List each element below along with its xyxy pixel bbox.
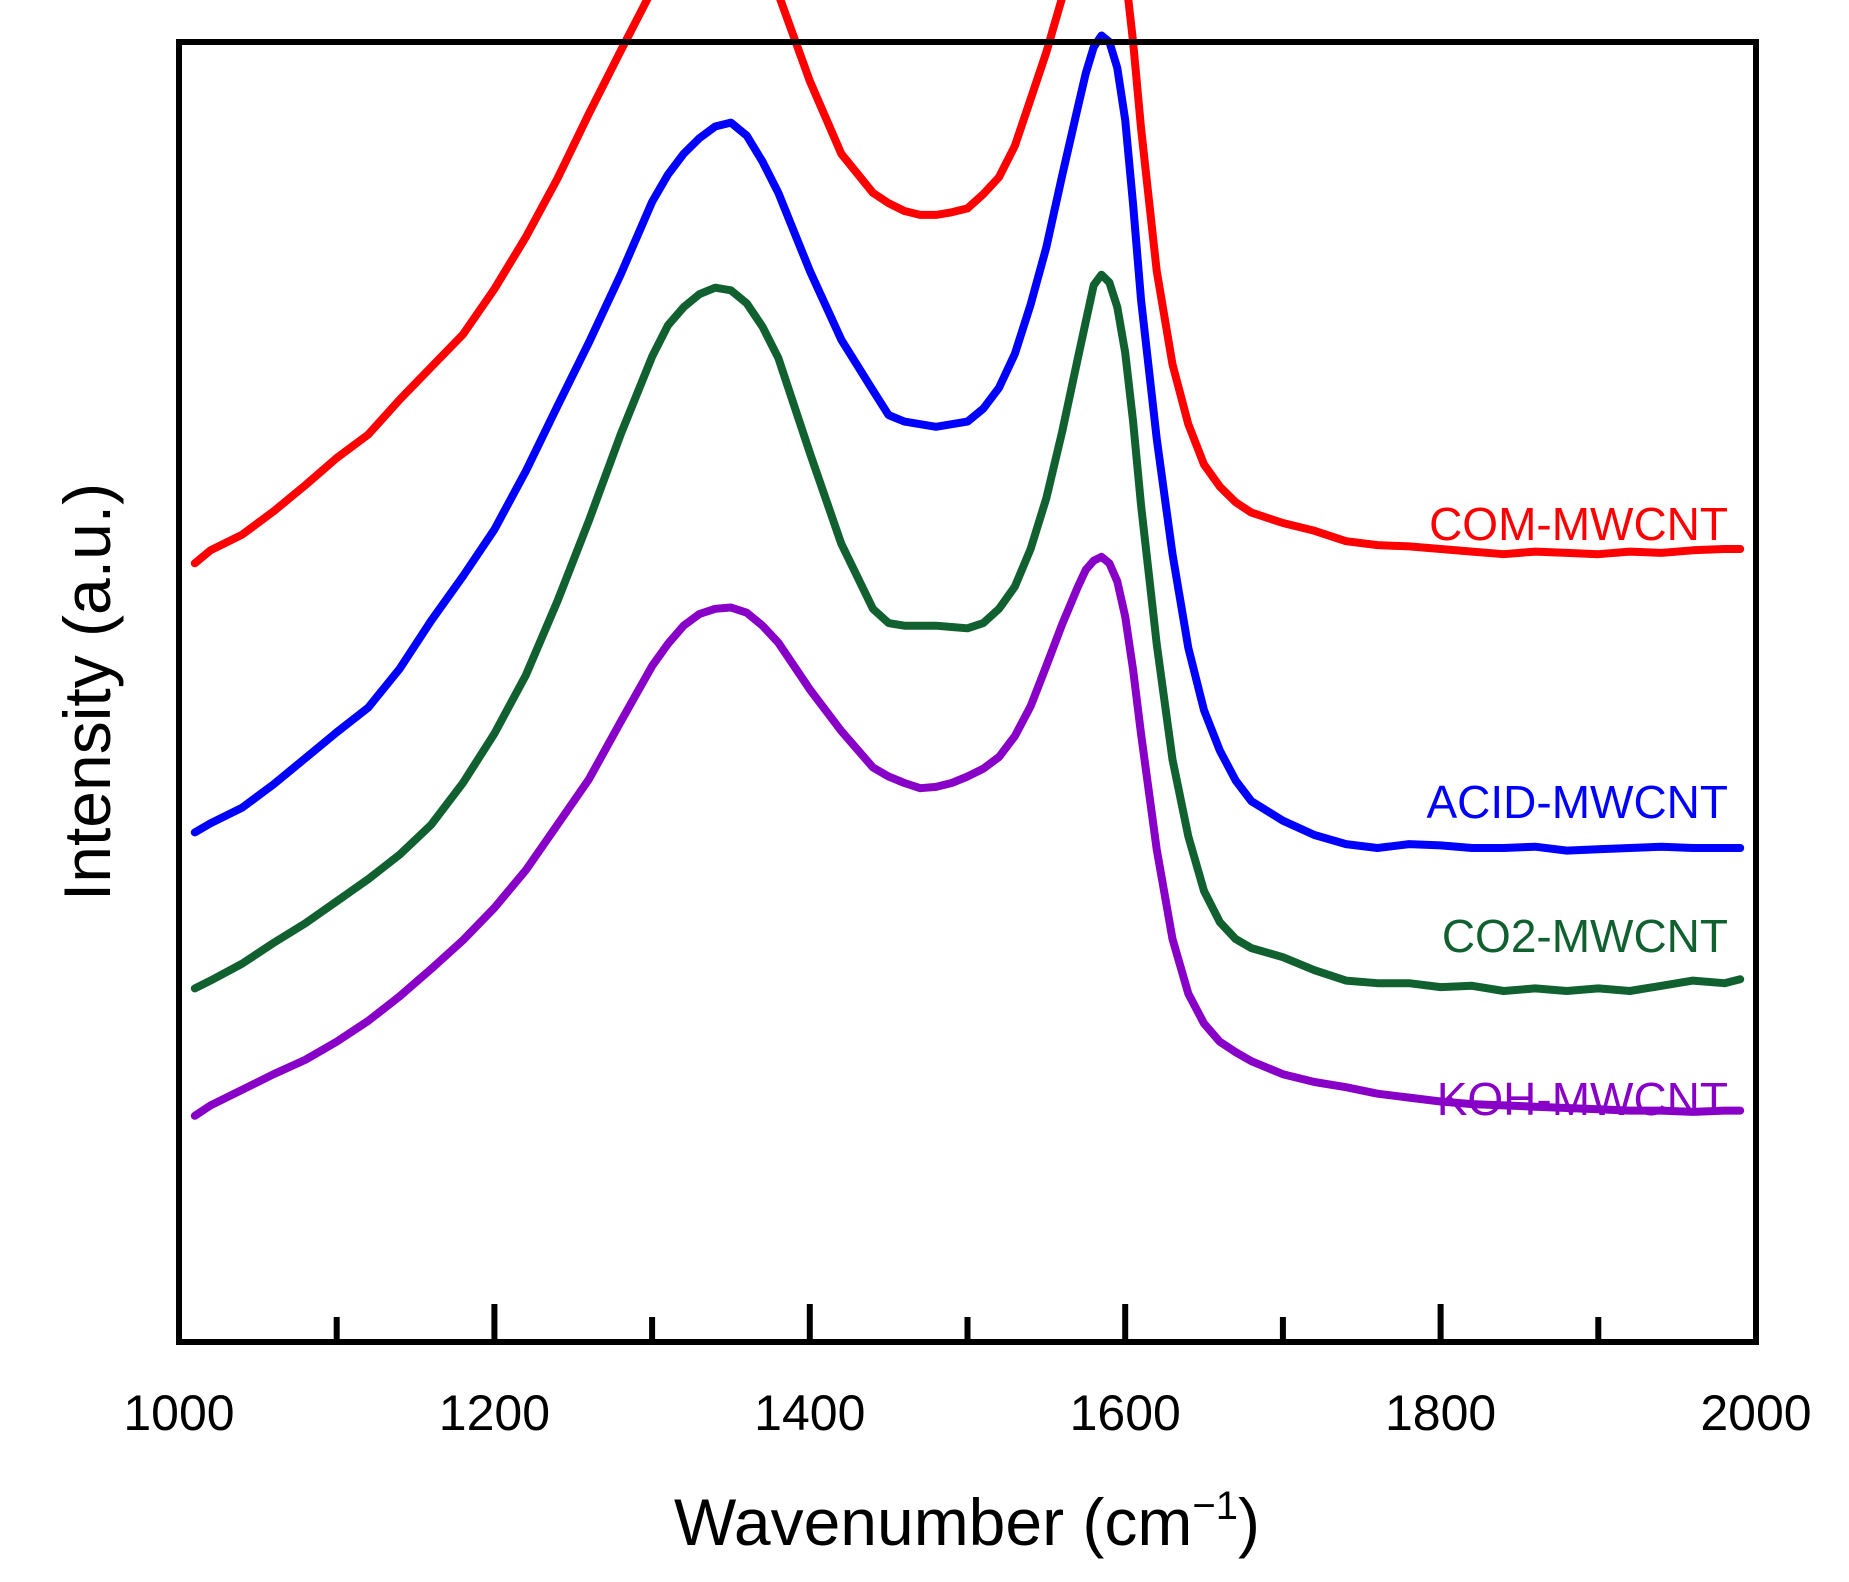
x-axis-title: Wavenumber (cm−1) — [674, 1484, 1260, 1559]
labels-layer: 1000 1200 1400 1600 1800 2000 COM-MWCNT ACID-MW… — [123, 498, 1811, 1441]
x-axis-title-close: ) — [1238, 1485, 1260, 1559]
series-line-co2-mwcnt — [190, 270, 1745, 995]
x-axis-title-main: Wavenumber (cm — [674, 1485, 1192, 1559]
series-label-com-mwcnt: COM-MWCNT — [1429, 498, 1728, 550]
x-tick-label: 1200 — [439, 1385, 550, 1441]
x-tick-label: 1000 — [123, 1385, 234, 1441]
ticks-layer — [333, 1304, 1602, 1342]
series-label-co2-mwcnt: CO2-MWCNT — [1442, 910, 1728, 962]
curves-layer — [190, 0, 1745, 1120]
series-line-acid-mwcnt — [190, 31, 1745, 855]
series-line-com-mwcnt — [190, 0, 1745, 568]
y-axis-title: Intensity (a.u.) — [50, 483, 124, 901]
series-label-acid-mwcnt: ACID-MWCNT — [1427, 776, 1729, 828]
series-label-koh-mwcnt: KOH-MWCNT — [1437, 1073, 1728, 1125]
x-tick-label: 2000 — [1700, 1385, 1811, 1441]
x-tick-label: 1400 — [754, 1385, 865, 1441]
x-tick-label: 1800 — [1385, 1385, 1496, 1441]
x-axis-title-superscript: −1 — [1192, 1484, 1238, 1528]
series-line-koh-mwcnt — [190, 552, 1745, 1120]
x-tick-label: 1600 — [1070, 1385, 1181, 1441]
plot-frame — [176, 39, 1759, 1345]
